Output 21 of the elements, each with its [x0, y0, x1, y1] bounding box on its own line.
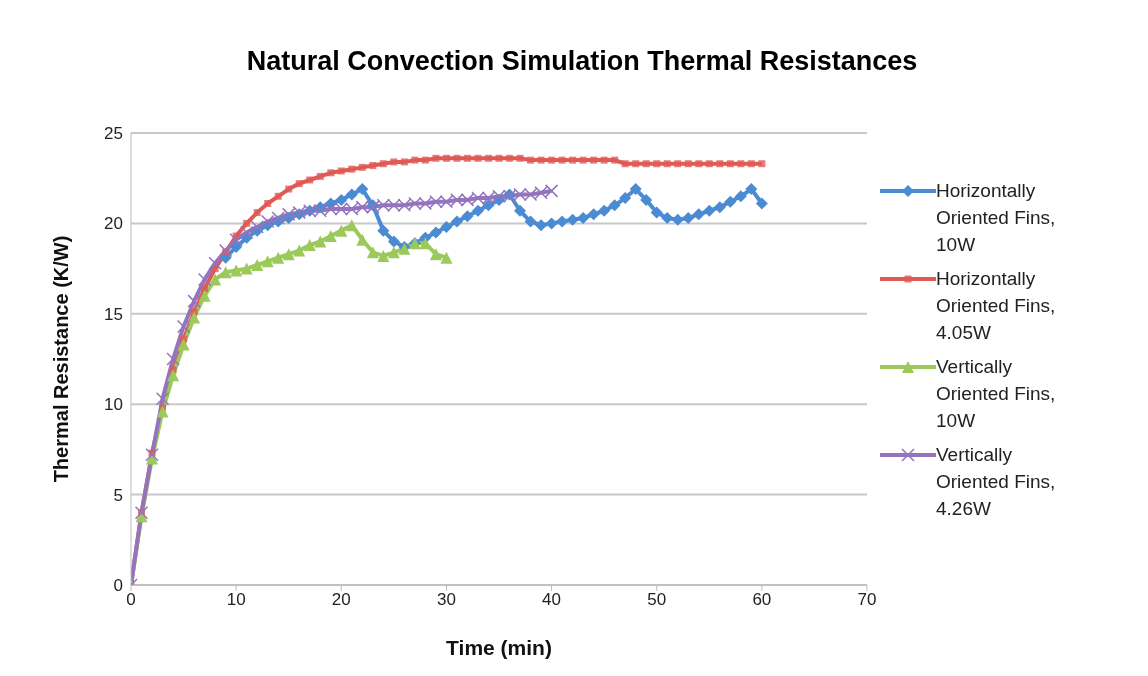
y-axis-title: Thermal Resistance (K/W) — [50, 235, 73, 483]
x-tick-label: 50 — [647, 590, 667, 610]
legend-label: Horizontally Oriented Fins, 4.05W — [936, 267, 1057, 345]
legend-label: Horizontally Oriented Fins, 10W — [936, 179, 1057, 257]
y-tick-label: 5 — [113, 485, 123, 505]
legend-label: Vertically Oriented Fins, 10W — [936, 355, 1057, 433]
y-tick-label: 20 — [104, 214, 123, 234]
x-tick-label: 40 — [542, 590, 562, 610]
legend-label: Vertically Oriented Fins, 4.26W — [936, 443, 1057, 521]
x-tick-label: 20 — [331, 590, 351, 610]
x-tick-label: 0 — [126, 590, 136, 610]
x-tick-label: 60 — [752, 590, 772, 610]
y-tick-label: 0 — [113, 576, 123, 596]
y-tick-label: 25 — [104, 124, 123, 144]
x-tick-label: 10 — [226, 590, 246, 610]
y-tick-label: 10 — [104, 395, 123, 415]
x-tick-label: 70 — [857, 590, 877, 610]
x-tick-label: 30 — [436, 590, 456, 610]
chart-title: Natural Convection Simulation Thermal Resistances — [245, 46, 919, 77]
x-axis-title: Time (min) — [446, 636, 552, 659]
y-tick-label: 15 — [104, 304, 123, 324]
